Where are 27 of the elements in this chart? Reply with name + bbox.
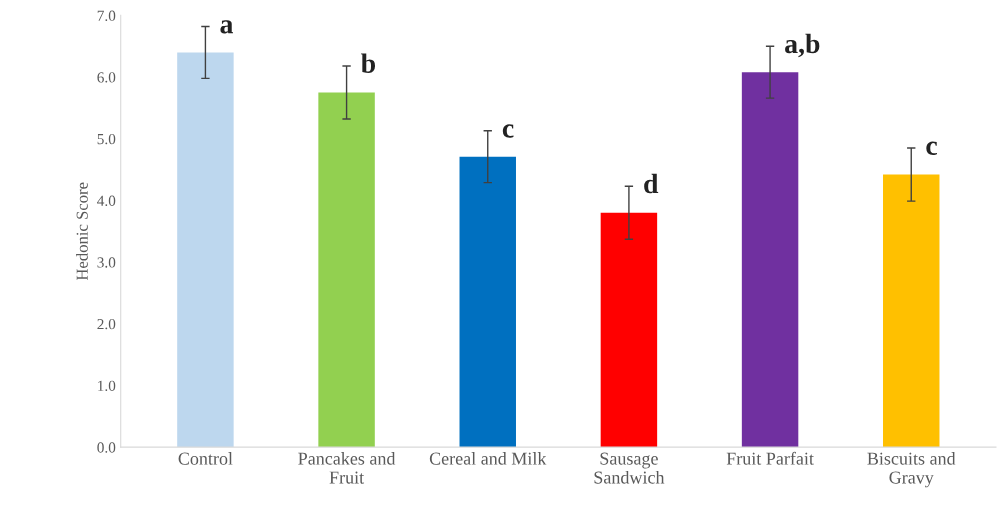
- y-tick-label: 1.0: [98, 380, 116, 392]
- y-tick-label: 5.0: [97, 133, 116, 145]
- x-tick-label: Sausage Sandwich: [594, 452, 665, 484]
- x-tick-label: Pancakes and Fruit: [298, 452, 396, 484]
- annotation: a,b: [785, 33, 820, 58]
- y-tick-label: 3.0: [97, 257, 116, 268]
- y-tick-label: 2.0: [97, 318, 116, 330]
- bar: [600, 212, 658, 448]
- bar: [459, 156, 516, 448]
- bar: [741, 72, 799, 448]
- y-axis-title: Hedonic Score: [76, 182, 88, 281]
- bar: [318, 92, 375, 448]
- x-tick-label: Biscuits and Gravy: [867, 452, 956, 488]
- y-tick-label: 0.0: [97, 442, 116, 453]
- x-tick-label: Cereal and Milk: [429, 452, 547, 465]
- y-tick-label: 4.0: [97, 195, 116, 206]
- bar: [177, 52, 234, 448]
- x-tick-label: Fruit Parfait: [726, 451, 814, 465]
- y-tick-label: 6.0: [97, 72, 116, 83]
- annotation: a: [220, 20, 233, 34]
- bar: [883, 174, 940, 448]
- y-tick-label: 7.0: [97, 10, 116, 21]
- annotation: c: [502, 124, 514, 138]
- annotation: d: [644, 173, 659, 194]
- annotation: b: [361, 53, 376, 73]
- annotation: c: [926, 141, 937, 155]
- x-tick-label: Control: [178, 452, 233, 465]
